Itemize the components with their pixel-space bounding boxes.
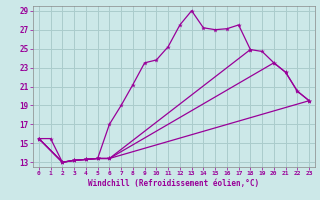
X-axis label: Windchill (Refroidissement éolien,°C): Windchill (Refroidissement éolien,°C) (88, 179, 260, 188)
